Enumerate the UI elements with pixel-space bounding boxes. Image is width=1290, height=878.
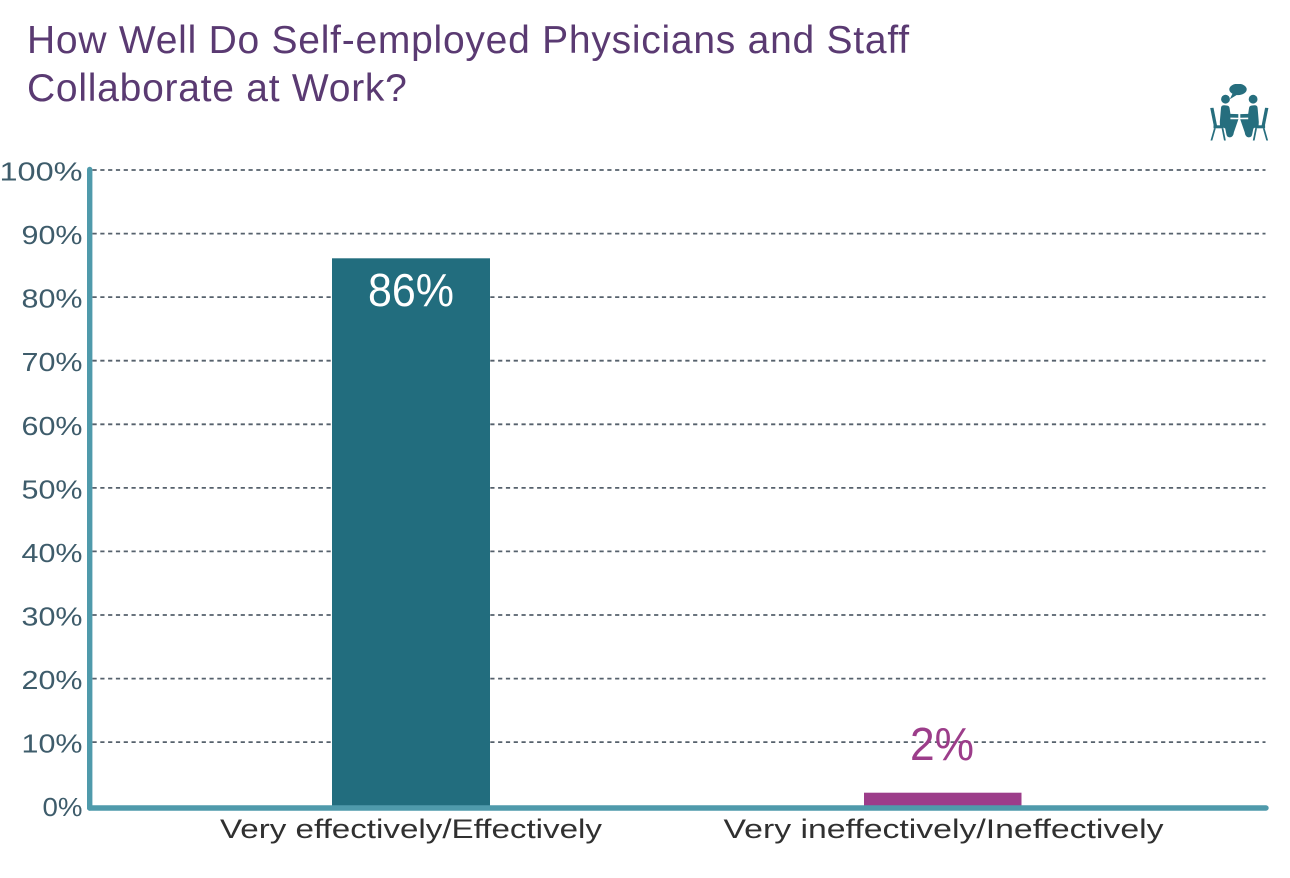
svg-text:70%: 70%	[22, 347, 83, 377]
svg-text:60%: 60%	[22, 411, 83, 441]
svg-text:30%: 30%	[22, 602, 83, 632]
svg-text:Very effectively/Effectively: Very effectively/Effectively	[220, 814, 603, 844]
svg-text:40%: 40%	[22, 538, 83, 568]
svg-text:2%: 2%	[910, 718, 974, 770]
svg-text:20%: 20%	[22, 665, 83, 695]
svg-text:Very ineffectively/Ineffective: Very ineffectively/Ineffectively	[724, 814, 1165, 844]
svg-text:80%: 80%	[22, 284, 83, 314]
svg-text:100%: 100%	[0, 157, 83, 187]
svg-text:86%: 86%	[368, 264, 454, 316]
svg-text:10%: 10%	[22, 729, 83, 759]
svg-text:50%: 50%	[22, 474, 83, 504]
svg-text:0%: 0%	[43, 792, 83, 822]
svg-text:90%: 90%	[22, 220, 83, 250]
